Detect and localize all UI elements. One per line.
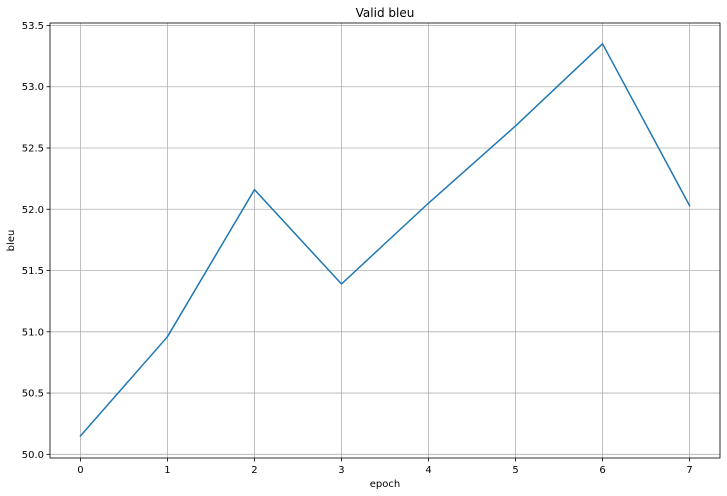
series-layer xyxy=(79,43,691,437)
x-tick-label: 0 xyxy=(77,465,83,476)
y-tick-label: 51.0 xyxy=(22,327,44,338)
y-tick-label: 51.5 xyxy=(22,266,44,277)
y-tick-label: 53.0 xyxy=(22,82,44,93)
y-tick-label: 52.5 xyxy=(22,143,44,154)
x-tick-label: 7 xyxy=(686,465,692,476)
grid xyxy=(50,23,720,458)
x-tick-label: 3 xyxy=(338,465,344,476)
series-line xyxy=(79,43,691,437)
x-axis-label: epoch xyxy=(370,479,400,490)
y-axis-label: bleu xyxy=(6,230,17,252)
x-tick-label: 6 xyxy=(599,465,605,476)
y-tick-label: 53.5 xyxy=(22,21,44,32)
x-tick-label: 2 xyxy=(251,465,257,476)
chart-title: Valid bleu xyxy=(356,6,415,20)
x-tick-label: 4 xyxy=(425,465,431,476)
x-tick-label: 1 xyxy=(164,465,170,476)
ticks: 0 1 2 3 4 5 6 7 50.0 50.5 51.0 51.5 52.0 52.5 53.0 53.5 xyxy=(22,21,693,476)
axes-frame xyxy=(49,22,721,459)
y-tick-label: 52.0 xyxy=(22,205,44,216)
x-tick-label: 5 xyxy=(512,465,518,476)
y-tick-label: 50.0 xyxy=(22,450,44,461)
y-tick-label: 50.5 xyxy=(22,389,44,400)
